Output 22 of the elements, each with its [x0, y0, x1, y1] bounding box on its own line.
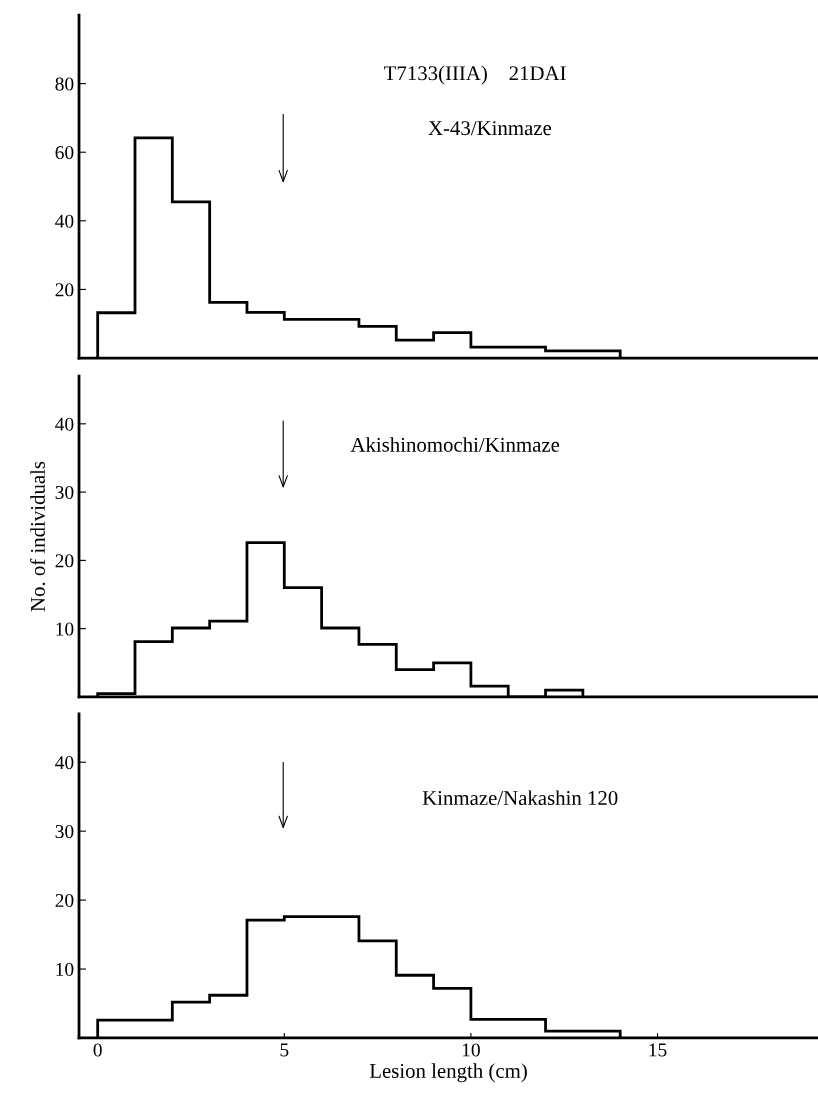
x-tick-label: 15 [649, 1043, 667, 1057]
y-tick-label: 10 [56, 622, 74, 636]
y-tick-label: 20 [55, 893, 74, 908]
y-tick-label: 20 [55, 283, 74, 297]
y-tick-label: 40 [55, 756, 74, 770]
text: Kinmaze/Nakashin 120 [422, 790, 618, 806]
x-tick-label: 5 [280, 1043, 289, 1057]
text: X-43/Kinmaze [428, 121, 552, 136]
x-axis-title: Lesion length (cm) [369, 1063, 527, 1083]
y-tick-label: 80 [55, 77, 74, 91]
text: Akishinomochi/Kinmaze [350, 437, 560, 452]
y-tick-label: 60 [55, 146, 74, 160]
x-tick-label: 10 [462, 1043, 480, 1057]
y-axis-title: No. of individuals [30, 461, 46, 612]
y-tick-label: 20 [55, 554, 74, 568]
x-tick-label: 0 [93, 1043, 102, 1057]
y-tick-label: 40 [55, 214, 74, 228]
text: T7133(IIIA) 21DAI [384, 65, 566, 85]
y-tick-label: 30 [55, 824, 74, 839]
y-tick-label: 30 [55, 485, 74, 500]
y-tick-label: 10 [56, 962, 74, 976]
y-tick-label: 40 [55, 417, 74, 431]
